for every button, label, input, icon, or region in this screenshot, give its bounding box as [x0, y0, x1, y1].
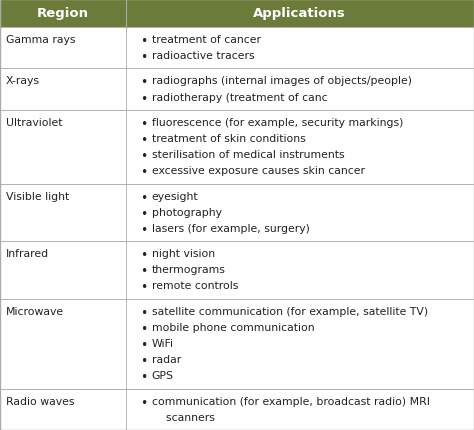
Text: Microwave: Microwave — [6, 306, 64, 316]
Text: •: • — [140, 51, 147, 64]
Text: •: • — [140, 265, 147, 278]
Text: photography: photography — [152, 207, 222, 217]
Text: fluorescence (for example, security markings): fluorescence (for example, security mark… — [152, 117, 403, 127]
Text: •: • — [140, 134, 147, 147]
Text: •: • — [140, 306, 147, 319]
Text: mobile phone communication: mobile phone communication — [152, 322, 314, 332]
Text: •: • — [140, 207, 147, 220]
Text: Ultraviolet: Ultraviolet — [6, 117, 62, 127]
Bar — [0, 299, 474, 389]
Text: •: • — [140, 117, 147, 130]
Text: •: • — [140, 92, 147, 105]
Text: •: • — [140, 371, 147, 384]
Text: radiotherapy (treatment of canc: radiotherapy (treatment of canc — [152, 92, 328, 102]
Bar — [0, 69, 474, 111]
Text: sterilisation of medical instruments: sterilisation of medical instruments — [152, 150, 344, 160]
Bar — [0, 0, 474, 28]
Text: radar: radar — [152, 354, 181, 365]
Text: •: • — [140, 224, 147, 236]
Text: Infrared: Infrared — [6, 249, 49, 258]
Text: lasers (for example, surgery): lasers (for example, surgery) — [152, 224, 310, 233]
Text: •: • — [140, 322, 147, 335]
Text: radiographs (internal images of objects/people): radiographs (internal images of objects/… — [152, 76, 412, 86]
Text: •: • — [140, 150, 147, 163]
Bar — [0, 111, 474, 184]
Bar — [0, 28, 474, 69]
Text: radioactive tracers: radioactive tracers — [152, 51, 255, 61]
Text: excessive exposure causes skin cancer: excessive exposure causes skin cancer — [152, 166, 365, 176]
Text: •: • — [140, 191, 147, 204]
Text: Visible light: Visible light — [6, 191, 69, 201]
Text: Applications: Applications — [254, 7, 346, 21]
Bar — [0, 242, 474, 299]
Text: remote controls: remote controls — [152, 281, 238, 291]
Text: •: • — [140, 166, 147, 179]
Text: •: • — [140, 396, 147, 408]
Text: •: • — [140, 249, 147, 261]
Text: X-rays: X-rays — [6, 76, 40, 86]
Text: WiFi: WiFi — [152, 338, 173, 348]
Text: night vision: night vision — [152, 249, 215, 258]
Text: GPS: GPS — [152, 371, 173, 381]
Text: Radio waves: Radio waves — [6, 396, 74, 405]
Text: thermograms: thermograms — [152, 265, 226, 275]
Text: communication (for example, broadcast radio) MRI: communication (for example, broadcast ra… — [152, 396, 429, 405]
Text: treatment of cancer: treatment of cancer — [152, 35, 261, 45]
Text: •: • — [140, 338, 147, 351]
Text: eyesight: eyesight — [152, 191, 198, 201]
Text: •: • — [140, 35, 147, 48]
Bar — [0, 389, 474, 430]
Text: •: • — [140, 354, 147, 367]
Text: treatment of skin conditions: treatment of skin conditions — [152, 134, 305, 144]
Text: •: • — [140, 281, 147, 294]
Text: scanners: scanners — [152, 412, 215, 422]
Text: Region: Region — [37, 7, 89, 21]
Bar — [0, 184, 474, 242]
Text: Gamma rays: Gamma rays — [6, 35, 75, 45]
Text: •: • — [140, 76, 147, 89]
Text: satellite communication (for example, satellite TV): satellite communication (for example, sa… — [152, 306, 428, 316]
